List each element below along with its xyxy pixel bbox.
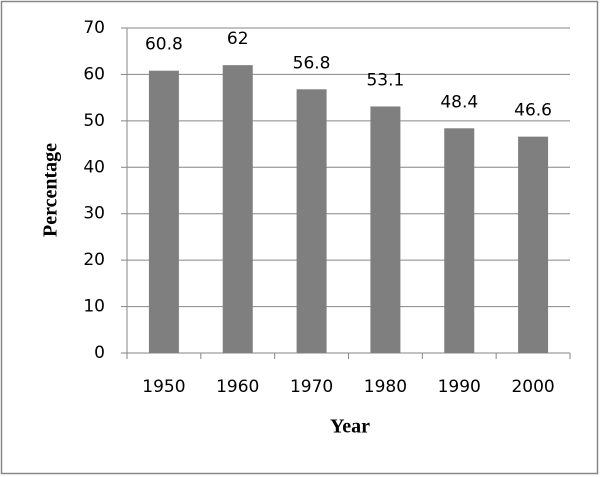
x-tick-label: 1950	[142, 377, 185, 397]
value-label: 56.8	[293, 53, 331, 73]
y-tick-label: 60	[83, 64, 105, 84]
value-label: 60.8	[145, 35, 183, 55]
bar	[148, 70, 179, 353]
y-tick-label: 50	[83, 111, 105, 131]
y-axis-title: Percentage	[40, 143, 62, 237]
value-label: 48.4	[440, 92, 478, 112]
value-label: 62	[227, 29, 249, 49]
x-tick-label: 1980	[364, 377, 407, 397]
x-axis-title: Year	[330, 416, 370, 438]
y-tick-label: 40	[83, 157, 105, 177]
x-tick-label: 1970	[290, 377, 333, 397]
y-tick-label: 20	[83, 250, 105, 270]
x-tick-label: 1960	[216, 377, 259, 397]
y-tick-label: 30	[83, 204, 105, 224]
bar	[222, 65, 253, 354]
y-tick-label: 70	[83, 18, 105, 38]
bar	[370, 106, 401, 353]
bar	[444, 128, 475, 353]
y-tick-label: 10	[83, 297, 105, 317]
value-label: 53.1	[366, 70, 404, 90]
y-tick-label: 0	[94, 343, 105, 363]
x-tick-label: 2000	[511, 377, 554, 397]
bar	[518, 136, 549, 353]
value-label: 46.6	[514, 101, 552, 121]
x-tick-label: 1990	[438, 377, 481, 397]
bar	[296, 89, 327, 354]
